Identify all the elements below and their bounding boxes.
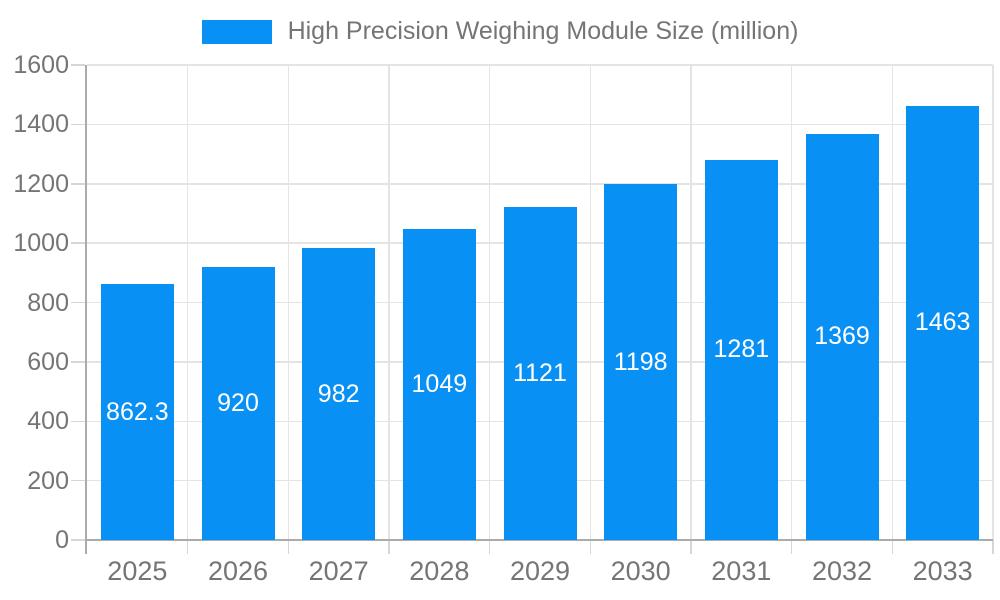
gridline-x-1 <box>186 65 189 540</box>
gridline-x-9 <box>992 65 994 540</box>
y-axis-label-1600: 1600 <box>13 51 69 79</box>
bar-2027[interactable]: 982 <box>302 248 376 540</box>
x-axis-label-2025: 2025 <box>107 556 168 586</box>
bar-value-label: 1198 <box>613 347 668 376</box>
x-axis-label-2033: 2033 <box>912 556 973 586</box>
gridline-y-1200 <box>87 183 993 185</box>
y-axis-tick-1400 <box>71 123 85 126</box>
x-axis-tick-2 <box>287 540 290 554</box>
y-axis-tick-400 <box>71 420 85 422</box>
y-axis-label-600: 600 <box>27 347 69 376</box>
bar-2031[interactable]: 1281 <box>704 159 778 540</box>
gridline-x-6 <box>690 65 692 540</box>
bar-2026[interactable]: 920 <box>201 266 275 540</box>
x-axis-line <box>87 539 993 541</box>
bar-2030[interactable]: 1198 <box>604 184 678 540</box>
gridline-y-1400 <box>87 123 993 126</box>
bar-value-label: 1121 <box>513 359 567 388</box>
bar-2028[interactable]: 1049 <box>402 228 476 540</box>
bar-2025[interactable]: 862.3 <box>100 284 174 540</box>
x-axis-label-2030: 2030 <box>610 556 671 586</box>
x-axis-label-2026: 2026 <box>207 556 269 586</box>
bar-value-label: 1369 <box>814 322 870 351</box>
y-axis-tick-200 <box>71 479 85 482</box>
y-axis-label-0: 0 <box>55 526 69 554</box>
plot-area: 0 200 400 600 800 1000 1200 1400 1600 862.3 2025 92… <box>13 51 994 586</box>
x-axis-tick-1 <box>186 540 189 554</box>
bar-value-label: 920 <box>217 388 259 417</box>
bar-2032[interactable]: 1369 <box>805 133 879 540</box>
y-axis-label-200: 200 <box>27 466 69 495</box>
gridline-x-4 <box>488 65 491 540</box>
x-axis-tick-5 <box>589 540 592 554</box>
bar-value-label: 1049 <box>411 369 468 398</box>
y-axis-tick-1200 <box>71 183 85 185</box>
x-axis-label-2028: 2028 <box>409 556 470 586</box>
y-axis-tick-1000 <box>71 242 85 244</box>
y-axis-label-1200: 1200 <box>13 169 69 198</box>
gridline-x-3 <box>388 65 390 540</box>
x-axis-tick-4 <box>488 540 491 554</box>
x-axis-label-2029: 2029 <box>509 556 571 586</box>
gridline-x-5 <box>589 65 592 540</box>
bar-value-label: 982 <box>317 379 360 408</box>
legend-swatch-icon <box>201 19 272 44</box>
x-axis-tick-8 <box>891 540 894 554</box>
y-axis-label-800: 800 <box>27 288 69 317</box>
x-axis-label-2031: 2031 <box>711 556 772 586</box>
y-axis-label-1400: 1400 <box>13 110 69 139</box>
gridline-y-1600 <box>87 64 993 66</box>
bar-value-label: 1281 <box>713 335 770 364</box>
gridline-x-7 <box>790 65 793 540</box>
y-axis-line <box>85 65 87 554</box>
gridline-x-2 <box>287 65 290 540</box>
x-axis-tick-3 <box>388 540 390 554</box>
x-axis-tick-7 <box>790 540 793 554</box>
bar-2029[interactable]: 1121 <box>503 207 577 540</box>
y-axis-tick-800 <box>71 301 85 304</box>
legend-label: High Precision Weighing Module Size (mil… <box>287 17 799 45</box>
y-axis-tick-600 <box>71 361 85 363</box>
x-axis-tick-9 <box>992 540 994 554</box>
x-axis-tick-6 <box>690 540 692 554</box>
y-axis-tick-0 <box>71 539 85 541</box>
y-axis-label-1000: 1000 <box>13 229 69 258</box>
gridline-x-8 <box>891 65 894 540</box>
bar-value-label: 1463 <box>914 308 971 337</box>
x-axis-label-2027: 2027 <box>308 556 369 586</box>
y-axis-label-400: 400 <box>27 407 69 436</box>
bar-value-label: 862.3 <box>106 397 169 426</box>
y-axis-tick-1600 <box>71 64 85 66</box>
bar-2033[interactable]: 1463 <box>906 105 980 540</box>
x-axis-label-2032: 2032 <box>811 556 873 586</box>
legend[interactable]: High Precision Weighing Module Size (mil… <box>0 17 1000 46</box>
